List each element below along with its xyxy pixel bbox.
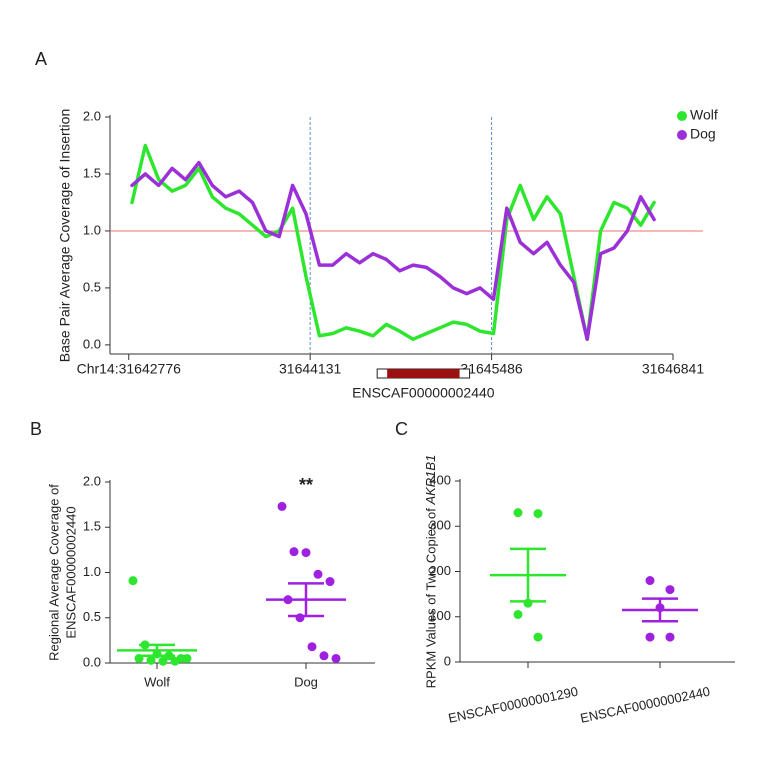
legend-marker bbox=[677, 130, 687, 140]
data-point bbox=[665, 585, 675, 595]
data-point bbox=[513, 508, 523, 518]
y-tick-label: 200 bbox=[429, 563, 451, 578]
legend-label: Dog bbox=[690, 126, 716, 142]
y-tick-label: 2.0 bbox=[83, 473, 101, 488]
error-bar bbox=[139, 643, 175, 658]
y-tick-label: 0.5 bbox=[83, 279, 101, 294]
data-point bbox=[277, 501, 287, 511]
panel-letter: C bbox=[395, 419, 408, 439]
data-point bbox=[513, 609, 523, 619]
x-tick-label: ENSCAF00000002440 bbox=[579, 684, 711, 726]
data-point bbox=[146, 655, 156, 665]
data-point bbox=[319, 651, 329, 661]
error-bar bbox=[510, 547, 546, 603]
data-point bbox=[289, 547, 299, 557]
gene-label: ENSCAF00000002440 bbox=[352, 385, 495, 401]
x-tick-label: 31644131 bbox=[279, 361, 342, 377]
coverage-line bbox=[130, 143, 656, 341]
y-tick-label: 0.0 bbox=[83, 654, 101, 669]
data-point bbox=[158, 656, 168, 666]
y-tick-label: 1.0 bbox=[83, 564, 101, 579]
y-tick-label: 300 bbox=[429, 518, 451, 533]
y-tick-label: 1.5 bbox=[83, 519, 101, 534]
data-point bbox=[645, 576, 655, 586]
data-point bbox=[331, 653, 341, 663]
coverage-line bbox=[130, 160, 656, 341]
data-point bbox=[170, 656, 180, 666]
data-point bbox=[128, 576, 138, 586]
error-bar bbox=[642, 597, 678, 623]
y-tick-label: 400 bbox=[429, 472, 451, 487]
panel-letter: A bbox=[35, 49, 47, 69]
gene-exon bbox=[387, 369, 460, 378]
y-tick-label: 1.5 bbox=[83, 165, 101, 180]
data-point bbox=[533, 509, 543, 519]
data-point bbox=[307, 642, 317, 652]
y-tick-label: 0.5 bbox=[83, 609, 101, 624]
y-axis-label-gene: AKR1B1 bbox=[423, 455, 438, 506]
y-axis-label: ENSCAF00000002440 bbox=[63, 506, 78, 638]
x-tick-label: Dog bbox=[294, 674, 318, 689]
data-point bbox=[665, 632, 675, 642]
legend-label: Wolf bbox=[690, 107, 718, 123]
significance: ** bbox=[299, 475, 313, 495]
data-point bbox=[533, 632, 543, 642]
y-tick-label: 0.0 bbox=[83, 336, 101, 351]
data-point bbox=[182, 653, 192, 663]
x-tick-label: 31646841 bbox=[642, 361, 705, 377]
y-tick-label: 1.0 bbox=[83, 222, 101, 237]
y-axis-label: RPKM Values of Two Copies of AKR1B1 bbox=[423, 455, 438, 689]
y-tick-label: 0 bbox=[444, 653, 451, 668]
data-point bbox=[645, 632, 655, 642]
y-tick-label: 2.0 bbox=[83, 108, 101, 123]
x-tick-label: 31645486 bbox=[460, 361, 523, 377]
data-point bbox=[295, 613, 305, 623]
x-tick-label: ENSCAF00000001290 bbox=[447, 684, 579, 726]
x-tick-label: Chr14:31642776 bbox=[77, 361, 182, 377]
x-tick-label: Wolf bbox=[144, 674, 170, 689]
y-tick-label: 100 bbox=[429, 608, 451, 623]
y-axis-label: Regional Average Coverage of bbox=[46, 484, 61, 661]
data-point bbox=[301, 548, 311, 558]
y-axis-label: Base Pair Average Coverage of Insertion bbox=[57, 109, 73, 362]
legend-marker bbox=[677, 111, 687, 121]
panel-letter: B bbox=[30, 419, 42, 439]
data-point bbox=[313, 569, 323, 579]
error-bar bbox=[288, 582, 324, 618]
data-point bbox=[325, 577, 335, 587]
